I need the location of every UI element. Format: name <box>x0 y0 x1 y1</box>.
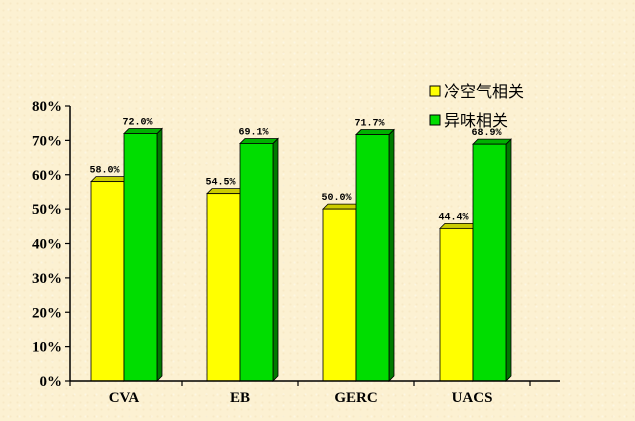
legend-label-odor: 异味相关 <box>444 111 508 130</box>
bar <box>206 187 246 382</box>
bar-top <box>355 129 395 135</box>
legend: 冷空气相关 异味相关 <box>429 82 524 130</box>
x-category-label: UACS <box>452 390 493 406</box>
bar-top <box>439 222 479 229</box>
y-axis-ticks: 0% 10% 20% 30% 40% 50% 60% 70% 80% <box>32 99 70 390</box>
x-category-label: GERC <box>334 390 377 406</box>
y-tick-label: 30% <box>32 271 62 287</box>
y-tick-label: 50% <box>32 202 62 218</box>
bar-front <box>239 143 274 382</box>
x-axis-category-labels: CVA EB GERC UACS <box>69 381 531 406</box>
bar <box>123 127 163 382</box>
bar-top <box>472 138 512 145</box>
bar-top <box>90 176 130 183</box>
x-category-label: CVA <box>109 390 140 406</box>
bar-front <box>439 227 474 382</box>
bar-top <box>239 138 279 144</box>
bar <box>472 138 512 382</box>
y-tick-label: 40% <box>32 237 62 253</box>
bar-top <box>123 128 163 134</box>
bar-front <box>472 143 507 382</box>
y-tick-label: 60% <box>32 168 62 184</box>
y-tick-label: 10% <box>32 340 62 356</box>
bar-top <box>322 203 362 210</box>
plot-bars <box>90 127 512 382</box>
bar-data-label: 68.9% <box>471 128 501 139</box>
bar <box>322 203 362 382</box>
data-labels: 58.0% 72.0% 54.5% 69.1% 50.0% 71.7% 44.4% 68.9% <box>89 118 501 224</box>
bar-top <box>206 188 246 195</box>
bar-data-label: 54.5% <box>205 178 235 189</box>
y-tick-label: 80% <box>32 99 62 115</box>
bar-data-label: 69.1% <box>238 127 268 138</box>
bar-data-label: 50.0% <box>321 193 351 204</box>
bar-side <box>272 137 279 382</box>
y-tick-label: 0% <box>40 374 63 390</box>
y-tick-label: 20% <box>32 305 62 321</box>
bar-front <box>355 134 390 382</box>
bar-front <box>322 208 357 382</box>
bar-data-label: 71.7% <box>354 119 384 130</box>
bar-side <box>505 138 512 382</box>
legend-label-cold-air: 冷空气相关 <box>444 82 524 101</box>
bar-front <box>123 133 158 382</box>
bar-side <box>156 127 163 382</box>
y-tick-label: 70% <box>32 133 62 149</box>
bar-data-label: 58.0% <box>89 166 119 177</box>
x-category-label: EB <box>230 390 250 406</box>
bar-front <box>90 181 125 382</box>
bar <box>90 175 130 382</box>
bar-front <box>206 193 241 382</box>
bar-data-label: 44.4% <box>438 212 468 223</box>
legend-swatch-odor <box>429 114 441 126</box>
bar <box>355 128 395 382</box>
bar <box>439 222 479 382</box>
bar-data-label: 72.0% <box>122 118 152 129</box>
legend-swatch-cold-air <box>429 85 441 97</box>
bar <box>239 137 279 382</box>
bar-side <box>388 128 395 382</box>
